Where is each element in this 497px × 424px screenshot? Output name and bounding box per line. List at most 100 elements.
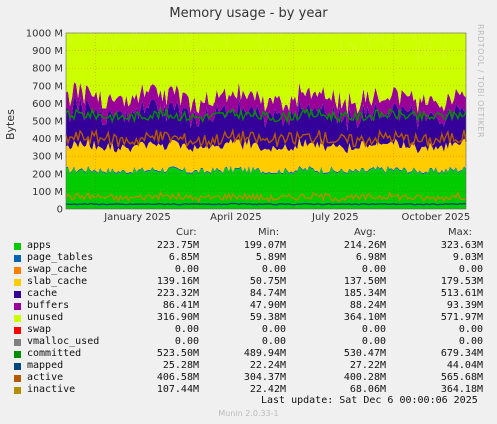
legend-row-active: active 406.58M 304.37M 400.28M 565.68M — [0, 372, 497, 384]
legend-label: buffers — [27, 300, 70, 311]
legend-row-swap: swap 0.00 0.00 0.00 0.00 — [0, 324, 497, 336]
legend-label: swap_cache — [27, 264, 88, 275]
legend-value-avg: 27.22M — [349, 360, 386, 371]
legend-label: page_tables — [27, 252, 94, 263]
legend-value-cur: 406.58M — [156, 372, 199, 383]
area-buffers — [66, 82, 466, 132]
legend-value-avg: 0.00 — [361, 336, 386, 347]
legend-value-max: 571.97M — [440, 312, 483, 323]
rrdtool-watermark: RRDTOOL / TOBI OETIKER — [476, 24, 485, 139]
y-tick-label: 0 — [57, 205, 63, 216]
legend-value-avg: 400.28M — [343, 372, 386, 383]
legend-value-avg: 68.06M — [349, 384, 386, 395]
legend-row-vmalloc_used: vmalloc_used 0.00 0.00 0.00 0.00 — [0, 336, 497, 348]
x-tick-label: January 2025 — [103, 212, 171, 223]
legend-label: inactive — [27, 384, 76, 395]
legend-header-avg: Avg: — [354, 227, 376, 238]
legend-value-max: 0.00 — [458, 336, 483, 347]
y-tick-label: 600 M — [32, 99, 63, 110]
legend-swatch — [14, 339, 21, 346]
legend-value-avg: 214.26M — [343, 240, 386, 251]
legend-value-avg: 0.00 — [361, 264, 386, 275]
legend-value-cur: 139.16M — [156, 276, 199, 287]
legend-header-max: Max: — [448, 227, 473, 238]
legend-row-buffers: buffers 86.41M 47.90M 88.24M 93.39M — [0, 300, 497, 312]
legend-value-min: 0.00 — [261, 264, 286, 275]
legend-value-cur: 86.41M — [162, 300, 199, 311]
legend-label: mapped — [27, 360, 64, 371]
legend-row-committed: committed 523.50M 489.94M 530.47M 679.34M — [0, 348, 497, 360]
legend-label: vmalloc_used — [27, 336, 100, 347]
legend-row-apps: apps 223.75M 199.07M 214.26M 323.63M — [0, 240, 497, 252]
legend-value-max: 9.03M — [452, 252, 483, 263]
legend-value-avg: 185.34M — [343, 288, 386, 299]
legend-value-cur: 223.75M — [156, 240, 199, 251]
legend-row-cache: cache 223.32M 84.74M 185.34M 513.61M — [0, 288, 497, 300]
legend-value-max: 513.61M — [440, 288, 483, 299]
plot-frame — [65, 32, 467, 210]
legend-row-inactive: inactive 107.44M 22.42M 68.06M 364.18M — [0, 384, 497, 396]
legend-label: swap — [27, 324, 52, 335]
line-active — [65, 127, 467, 149]
legend-value-min: 59.38M — [249, 312, 286, 323]
line-committed — [65, 106, 467, 124]
legend-swatch — [14, 255, 21, 262]
legend-value-min: 5.89M — [255, 252, 286, 263]
legend-swatch — [14, 327, 21, 334]
y-axis-label: Bytes — [4, 109, 17, 140]
legend-header-cur: Cur: — [176, 227, 197, 238]
legend-row-slab_cache: slab_cache 139.16M 50.75M 137.50M 179.53M — [0, 276, 497, 288]
legend-value-min: 199.07M — [243, 240, 286, 251]
line-mapped — [65, 202, 467, 206]
y-tick-label: 200 M — [32, 169, 63, 180]
legend-row-page_tables: page_tables 6.85M 5.89M 6.98M 9.03M — [0, 252, 497, 264]
y-tick-label: 400 M — [32, 134, 63, 145]
legend-value-cur: 316.90M — [156, 312, 199, 323]
legend-value-cur: 523.50M — [156, 348, 199, 359]
legend-value-min: 22.24M — [249, 360, 286, 371]
last-update: Last update: Sat Dec 6 00:00:06 2025 — [261, 395, 478, 406]
legend-swatch — [14, 291, 21, 298]
legend-swatch — [14, 387, 21, 394]
area-unused — [66, 33, 466, 115]
y-tick-label: 900 M — [32, 46, 63, 57]
legend-value-min: 489.94M — [243, 348, 286, 359]
legend-row-mapped: mapped 25.28M 22.24M 27.22M 44.04M — [0, 360, 497, 372]
legend-value-avg: 137.50M — [343, 276, 386, 287]
legend-swatch — [14, 267, 21, 274]
area-unused-fill — [66, 33, 466, 65]
legend-value-min: 22.42M — [249, 384, 286, 395]
area-cache — [66, 97, 466, 154]
legend-value-max: 364.18M — [440, 384, 483, 395]
legend-value-min: 84.74M — [249, 288, 286, 299]
legend-value-cur: 107.44M — [156, 384, 199, 395]
legend-value-max: 323.63M — [440, 240, 483, 251]
legend-value-max: 679.34M — [440, 348, 483, 359]
y-tick-label: 800 M — [32, 64, 63, 75]
munin-version: Munin 2.0.33-1 — [218, 409, 279, 418]
legend-value-max: 0.00 — [458, 264, 483, 275]
x-tick-label: April 2025 — [210, 212, 261, 223]
legend-value-avg: 530.47M — [343, 348, 386, 359]
legend-label: unused — [27, 312, 64, 323]
legend-value-cur: 0.00 — [174, 324, 199, 335]
legend-row-unused: unused 316.90M 59.38M 364.10M 571.97M — [0, 312, 497, 324]
legend-value-min: 304.37M — [243, 372, 286, 383]
legend-value-min: 0.00 — [261, 324, 286, 335]
legend-value-max: 179.53M — [440, 276, 483, 287]
legend-swatch — [14, 315, 21, 322]
legend-value-max: 0.00 — [458, 324, 483, 335]
legend-value-avg: 364.10M — [343, 312, 386, 323]
legend-swatch — [14, 243, 21, 250]
legend-value-avg: 88.24M — [349, 300, 386, 311]
legend-value-min: 50.75M — [249, 276, 286, 287]
legend-header-min: Min: — [258, 227, 280, 238]
y-tick-label: 500 M — [32, 117, 63, 128]
legend-label: slab_cache — [27, 276, 88, 287]
legend-value-cur: 6.85M — [168, 252, 199, 263]
y-tick-label: 300 M — [32, 152, 63, 163]
legend-value-avg: 6.98M — [355, 252, 386, 263]
legend-swatch — [14, 363, 21, 370]
line-inactive — [65, 190, 467, 203]
